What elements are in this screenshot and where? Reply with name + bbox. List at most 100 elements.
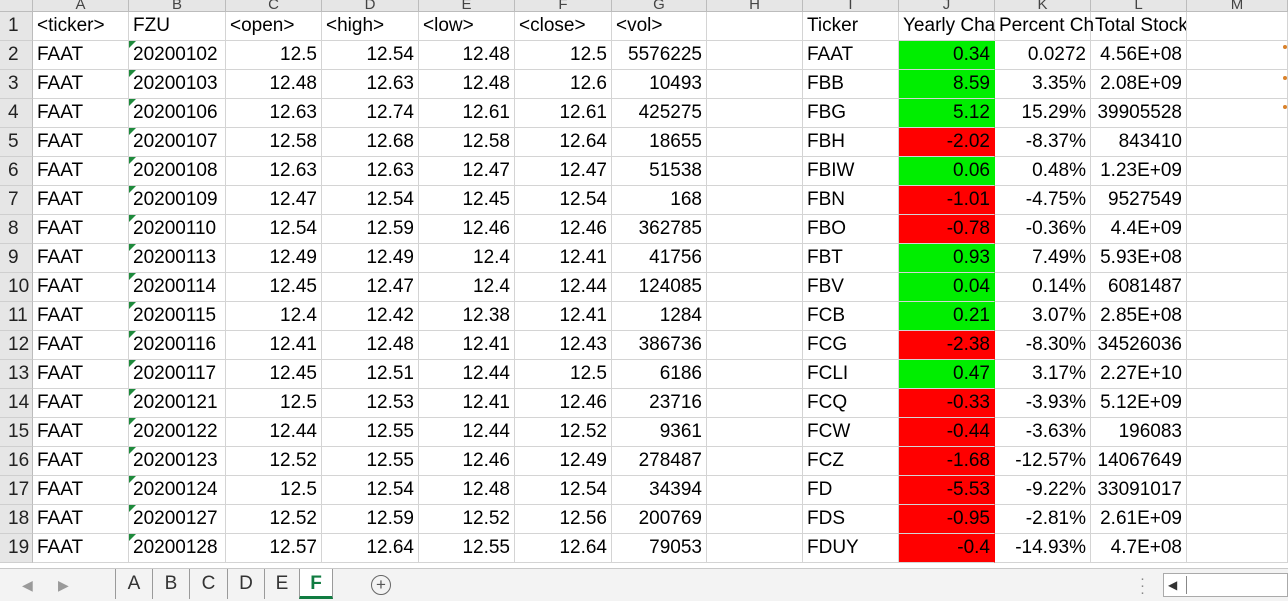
- triangle-left-icon[interactable]: ◀: [1168, 578, 1178, 592]
- cell[interactable]: 20200103: [129, 70, 226, 99]
- number-stored-as-text-indicator-icon[interactable]: [129, 302, 136, 309]
- cell[interactable]: 12.68: [322, 128, 419, 157]
- cell[interactable]: FAAT: [33, 186, 129, 215]
- total-volume-cell[interactable]: 2.27E+10: [1091, 360, 1187, 389]
- cell[interactable]: 20200117: [129, 360, 226, 389]
- cell[interactable]: FBO: [803, 215, 899, 244]
- cell[interactable]: 12.59: [322, 215, 419, 244]
- cell[interactable]: 12.44: [419, 418, 515, 447]
- cell[interactable]: 12.49: [515, 447, 612, 476]
- cell[interactable]: 20200106: [129, 99, 226, 128]
- cell[interactable]: [707, 331, 803, 360]
- total-volume-cell[interactable]: 5.12E+09: [1091, 389, 1187, 418]
- total-volume-cell[interactable]: 4.56E+08: [1091, 41, 1187, 70]
- cell[interactable]: [707, 99, 803, 128]
- cell[interactable]: [1187, 215, 1288, 244]
- cell[interactable]: [707, 447, 803, 476]
- total-volume-cell[interactable]: 33091017: [1091, 476, 1187, 505]
- cell[interactable]: FBT: [803, 244, 899, 273]
- cell[interactable]: FAAT: [33, 128, 129, 157]
- yearly-change-cell[interactable]: 0.06: [899, 157, 995, 186]
- cell[interactable]: FAAT: [33, 505, 129, 534]
- cell[interactable]: 20200113: [129, 244, 226, 273]
- header-cell[interactable]: <high>: [322, 12, 419, 41]
- header-cell[interactable]: Ticker: [803, 12, 899, 41]
- cell[interactable]: 12.41: [515, 302, 612, 331]
- percent-change-cell[interactable]: -0.36%: [995, 215, 1091, 244]
- cell[interactable]: [1187, 505, 1288, 534]
- cell[interactable]: 12.54: [226, 215, 322, 244]
- cell[interactable]: 12.63: [226, 157, 322, 186]
- cell[interactable]: 12.49: [322, 244, 419, 273]
- cell[interactable]: 12.54: [515, 476, 612, 505]
- cell[interactable]: 12.4: [419, 244, 515, 273]
- row-header[interactable]: 11: [0, 302, 33, 331]
- row-header[interactable]: 6: [0, 157, 33, 186]
- cell[interactable]: [707, 215, 803, 244]
- header-cell[interactable]: Total Stock Volume: [1091, 12, 1187, 41]
- cell[interactable]: [1187, 447, 1288, 476]
- cell[interactable]: 18655: [612, 128, 707, 157]
- percent-change-cell[interactable]: -8.37%: [995, 128, 1091, 157]
- row-header[interactable]: 5: [0, 128, 33, 157]
- number-stored-as-text-indicator-icon[interactable]: [129, 476, 136, 483]
- cell[interactable]: [1187, 534, 1288, 563]
- cell[interactable]: FCG: [803, 331, 899, 360]
- cell[interactable]: [707, 244, 803, 273]
- cell[interactable]: 12.41: [226, 331, 322, 360]
- cell[interactable]: [707, 534, 803, 563]
- percent-change-cell[interactable]: 0.14%: [995, 273, 1091, 302]
- cell[interactable]: 12.5: [226, 476, 322, 505]
- cell[interactable]: FBB: [803, 70, 899, 99]
- row-header[interactable]: 18: [0, 505, 33, 534]
- yearly-change-cell[interactable]: 0.47: [899, 360, 995, 389]
- total-volume-cell[interactable]: 2.85E+08: [1091, 302, 1187, 331]
- cell[interactable]: 12.47: [515, 157, 612, 186]
- percent-change-cell[interactable]: -9.22%: [995, 476, 1091, 505]
- total-volume-cell[interactable]: 6081487: [1091, 273, 1187, 302]
- cell[interactable]: [1187, 360, 1288, 389]
- cell[interactable]: 51538: [612, 157, 707, 186]
- cell[interactable]: [707, 70, 803, 99]
- cell[interactable]: 12.5: [515, 360, 612, 389]
- total-volume-cell[interactable]: 4.7E+08: [1091, 534, 1187, 563]
- cell[interactable]: FAAT: [33, 244, 129, 273]
- total-volume-cell[interactable]: 39905528: [1091, 99, 1187, 128]
- cell[interactable]: 12.41: [419, 331, 515, 360]
- number-stored-as-text-indicator-icon[interactable]: [129, 331, 136, 338]
- column-header[interactable]: E: [419, 0, 515, 12]
- column-header[interactable]: H: [707, 0, 803, 12]
- number-stored-as-text-indicator-icon[interactable]: [129, 534, 136, 541]
- select-all-corner[interactable]: [0, 0, 33, 12]
- cell[interactable]: 6186: [612, 360, 707, 389]
- row-header[interactable]: 9: [0, 244, 33, 273]
- cell[interactable]: [707, 302, 803, 331]
- percent-change-cell[interactable]: 7.49%: [995, 244, 1091, 273]
- cell[interactable]: 12.44: [419, 360, 515, 389]
- scrollbar-thumb[interactable]: [1186, 576, 1287, 594]
- cell[interactable]: 12.46: [515, 389, 612, 418]
- cell[interactable]: 10493: [612, 70, 707, 99]
- cell[interactable]: FCLI: [803, 360, 899, 389]
- cell[interactable]: FAAT: [33, 331, 129, 360]
- percent-change-cell[interactable]: 3.35%: [995, 70, 1091, 99]
- cell[interactable]: 425275: [612, 99, 707, 128]
- cell[interactable]: 20200110: [129, 215, 226, 244]
- cell[interactable]: 12.46: [515, 215, 612, 244]
- number-stored-as-text-indicator-icon[interactable]: [129, 447, 136, 454]
- cell[interactable]: FAAT: [33, 418, 129, 447]
- cell[interactable]: 124085: [612, 273, 707, 302]
- cell[interactable]: 20200107: [129, 128, 226, 157]
- sheet-tab[interactable]: F: [299, 569, 333, 599]
- cell[interactable]: [1187, 41, 1288, 70]
- cell[interactable]: 12.41: [515, 244, 612, 273]
- cell[interactable]: 12.47: [226, 186, 322, 215]
- header-cell[interactable]: Percent Ch: [995, 12, 1094, 41]
- cell[interactable]: [707, 157, 803, 186]
- total-volume-cell[interactable]: 5.93E+08: [1091, 244, 1187, 273]
- yearly-change-cell[interactable]: -0.44: [899, 418, 995, 447]
- cell[interactable]: 12.45: [226, 273, 322, 302]
- cell[interactable]: FAAT: [33, 41, 129, 70]
- yearly-change-cell[interactable]: -0.4: [899, 534, 995, 563]
- cell[interactable]: 20200121: [129, 389, 226, 418]
